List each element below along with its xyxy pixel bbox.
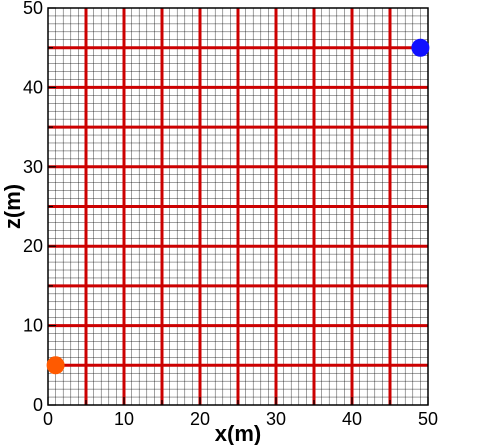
y-tick-labels: 0 10 20 30 40 50 (23, 0, 43, 415)
x-tick-label: 50 (418, 409, 438, 429)
data-points (46, 38, 430, 375)
x-tick-labels: 0 10 20 30 40 50 (43, 409, 438, 429)
y-axis-title: z(m) (0, 184, 25, 229)
x-tick-label: 30 (266, 409, 286, 429)
x-tick-label: 10 (114, 409, 134, 429)
x-tick-label: 40 (342, 409, 362, 429)
x-tick-label: 20 (190, 409, 210, 429)
data-point (411, 38, 430, 57)
data-point (46, 356, 65, 375)
axis-ticks (47, 7, 429, 406)
x-tick-label: 0 (43, 409, 53, 429)
z-tick-label: 0 (33, 395, 43, 415)
z-tick-label: 30 (23, 157, 43, 177)
coarse-grid (48, 8, 428, 405)
z-tick-label: 10 (23, 316, 43, 336)
x-axis-title: x(m) (215, 421, 261, 445)
z-tick-label: 40 (23, 77, 43, 97)
z-tick-label: 50 (23, 0, 43, 18)
z-tick-label: 20 (23, 236, 43, 256)
